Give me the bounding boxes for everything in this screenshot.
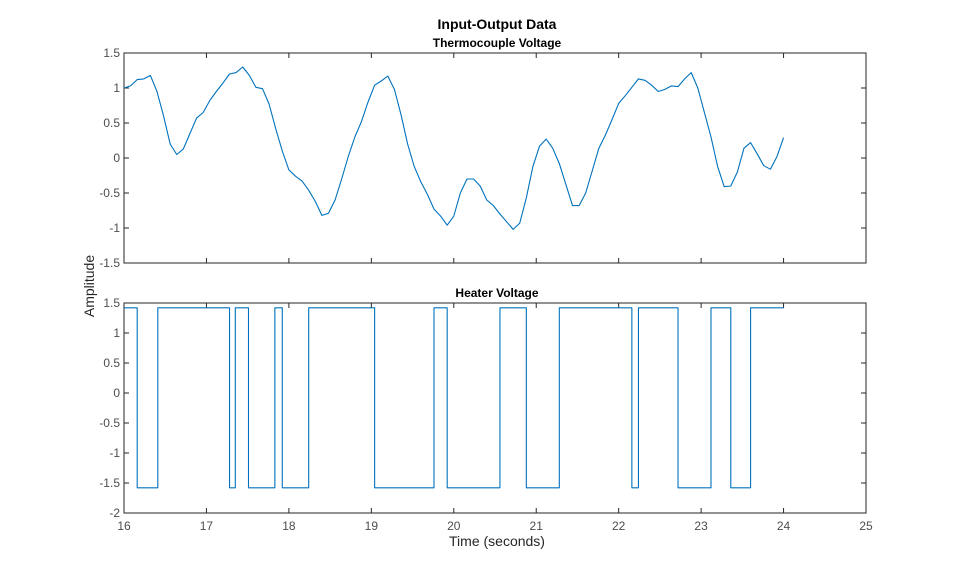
thermocouple-axes-box <box>123 52 867 264</box>
heater-x-tick-label: 20 <box>447 519 461 533</box>
heater-x-tick-label: 25 <box>859 519 873 533</box>
heater-x-tick-label: 19 <box>365 519 379 533</box>
heater-x-tick-label: 23 <box>694 519 708 533</box>
heater-x-tick-label: 24 <box>777 519 791 533</box>
thermocouple-y-tick-label: 1.5 <box>103 46 120 60</box>
thermocouple-y-tick-label: -1.5 <box>99 256 120 270</box>
heater-x-tick-label: 16 <box>117 519 131 533</box>
thermocouple-y-tick-label: 0 <box>113 151 120 165</box>
heater-axes-box <box>123 302 867 514</box>
heater-y-tick-label: -2 <box>109 506 120 520</box>
heater-y-tick-label: -1.5 <box>99 476 120 490</box>
thermocouple-y-tick-label: 0.5 <box>103 116 120 130</box>
heater-x-tick-label: 21 <box>530 519 544 533</box>
figure-title: Input-Output Data <box>438 16 557 32</box>
heater-y-tick-label: 0.5 <box>103 356 120 370</box>
heater-y-tick-label: 0 <box>113 386 120 400</box>
heater-y-tick-label: 1 <box>113 326 120 340</box>
y-axis-label: Amplitude <box>81 255 97 317</box>
heater-y-tick-label: 1.5 <box>103 296 120 310</box>
thermocouple-voltage-panel: Thermocouple Voltage -1.5 -1 -0.5 0 0.5 1 1.5 <box>99 36 867 270</box>
heater-voltage-line <box>124 307 784 489</box>
heater-x-tick-label: 17 <box>200 519 214 533</box>
heater-y-tick-label: -0.5 <box>99 416 120 430</box>
thermocouple-voltage-title: Thermocouple Voltage <box>433 36 562 50</box>
thermocouple-y-tick-label: -1 <box>109 221 120 235</box>
heater-x-tick-label: 22 <box>612 519 626 533</box>
heater-x-tick-label: 18 <box>282 519 296 533</box>
thermocouple-y-tick-label: 1 <box>113 81 120 95</box>
heater-voltage-title: Heater Voltage <box>455 286 538 300</box>
heater-voltage-panel: Heater Voltage 16 17 18 19 20 21 22 23 24 25 -2 -1.… <box>99 286 873 533</box>
thermocouple-voltage-line <box>123 66 785 230</box>
heater-y-tick-label: -1 <box>109 446 120 460</box>
x-axis-label: Time (seconds) <box>449 533 545 549</box>
thermocouple-y-tick-label: -0.5 <box>99 186 120 200</box>
